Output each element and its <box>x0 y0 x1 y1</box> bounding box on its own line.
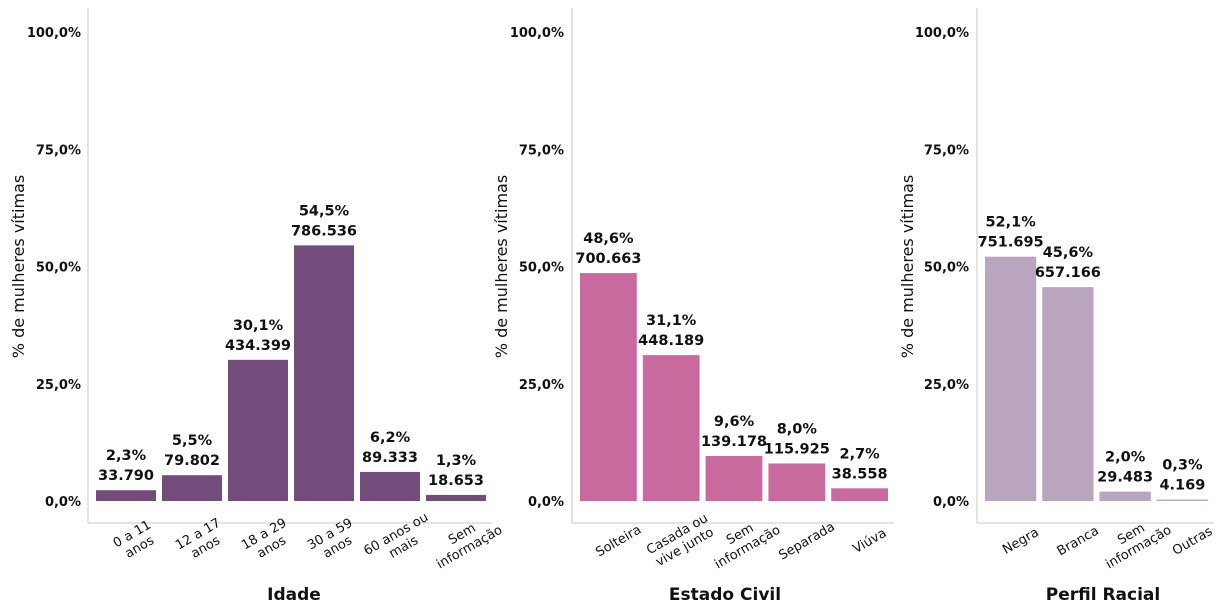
bar-percent-label: 31,1% <box>646 313 697 329</box>
x-axis-title: Estado Civil <box>669 585 781 605</box>
bar-count-label: 657.166 <box>1035 265 1101 281</box>
chart-panel-2: 0,0% 25,0% 50,0% 75,0% 100,0% % de mulheres v… <box>898 8 1215 605</box>
bar-percent-label: 1,3% <box>436 453 477 469</box>
y-tick-label: 50,0% <box>36 261 81 276</box>
bar-count-label: 786.536 <box>291 223 357 239</box>
bar-percent-label: 54,5% <box>299 203 350 219</box>
bar-count-label: 115.925 <box>764 441 830 457</box>
bar <box>1042 287 1094 501</box>
y-tick-label: 100,0% <box>915 26 969 41</box>
bar-count-label: 434.399 <box>225 338 291 354</box>
y-tick-label: 0,0% <box>45 495 81 510</box>
x-tick-label: Casada ouvive junto <box>644 511 718 571</box>
bar-count-label: 751.695 <box>978 235 1044 251</box>
x-tick-label: Seminformação <box>1096 510 1174 573</box>
bar <box>1099 491 1151 501</box>
bar-count-label: 33.790 <box>98 468 154 484</box>
y-tick-label: 50,0% <box>519 261 564 276</box>
bar-percent-label: 6,2% <box>370 430 411 446</box>
x-tick-label: Seminformação <box>705 510 783 573</box>
y-axis-title: % de mulheres vítimas <box>9 175 28 358</box>
bar-count-label: 89.333 <box>362 450 418 466</box>
bar <box>426 494 486 501</box>
bar-percent-label: 52,1% <box>985 215 1036 231</box>
y-tick-label: 0,0% <box>933 495 969 510</box>
bar-count-label: 29.483 <box>1097 470 1153 486</box>
y-tick-label: 25,0% <box>36 378 81 393</box>
bar <box>985 256 1037 501</box>
bar-count-label: 79.802 <box>164 453 220 469</box>
bar <box>360 471 420 501</box>
bar-percent-label: 9,6% <box>714 414 755 430</box>
y-axis-title: % de mulheres vítimas <box>492 175 511 358</box>
bar <box>580 273 637 501</box>
y-tick-label: 75,0% <box>36 143 81 158</box>
bar-percent-label: 48,6% <box>583 231 634 247</box>
bar-count-label: 700.663 <box>575 251 641 267</box>
x-axis-title: Perfil Racial <box>1046 585 1160 605</box>
bar <box>228 359 288 501</box>
y-tick-label: 100,0% <box>510 26 564 41</box>
y-tick-label: 75,0% <box>519 143 564 158</box>
bar <box>831 488 888 501</box>
bar <box>96 490 156 501</box>
bar <box>1156 499 1208 501</box>
x-tick-label: 30 a 59anos <box>305 516 363 567</box>
chart-panel-1: 0,0% 25,0% 50,0% 75,0% 100,0% % de mulheres v… <box>492 8 894 605</box>
bar <box>294 245 354 501</box>
x-tick-label: Negra <box>1000 525 1042 558</box>
x-tick-label: Viúva <box>850 526 889 557</box>
bar-count-label: 4.169 <box>1159 478 1205 494</box>
bar-percent-label: 2,0% <box>1105 450 1146 466</box>
bar-count-label: 38.558 <box>832 466 888 482</box>
x-tick-label: Seminformação <box>427 510 505 573</box>
bar <box>705 455 763 501</box>
x-tick-label: Solteira <box>593 522 644 560</box>
bar-percent-label: 30,1% <box>233 318 284 334</box>
bar-percent-label: 8,0% <box>777 421 818 437</box>
y-tick-label: 75,0% <box>924 143 969 158</box>
bar-count-label: 139.178 <box>701 434 767 450</box>
bar <box>162 475 222 501</box>
y-axis-title: % de mulheres vítimas <box>898 175 917 358</box>
y-tick-label: 25,0% <box>519 378 564 393</box>
y-tick-label: 25,0% <box>924 378 969 393</box>
x-axis-title: Idade <box>267 585 321 605</box>
bar <box>768 463 826 501</box>
bar-count-label: 18.653 <box>428 473 484 489</box>
bar-percent-label: 0,3% <box>1162 458 1203 474</box>
x-tick-label: Outras <box>1170 524 1216 559</box>
chart-panel-0: 0,0% 25,0% 50,0% 75,0% 100,0% % de mulheres v… <box>9 8 505 605</box>
bar <box>642 355 700 501</box>
x-tick-label: Branca <box>1055 524 1102 560</box>
y-tick-label: 100,0% <box>27 26 81 41</box>
x-tick-label: 0 a 11anos <box>111 518 162 565</box>
bar-percent-label: 2,3% <box>106 448 147 464</box>
y-tick-label: 0,0% <box>528 495 564 510</box>
bar-percent-label: 5,5% <box>172 433 213 449</box>
bar-percent-label: 45,6% <box>1043 245 1094 261</box>
x-tick-label: Separada <box>776 519 837 563</box>
bar-percent-label: 2,7% <box>839 446 880 462</box>
x-tick-label: 60 anos oumais <box>361 510 438 572</box>
bar-count-label: 448.189 <box>638 333 704 349</box>
y-tick-label: 50,0% <box>924 261 969 276</box>
